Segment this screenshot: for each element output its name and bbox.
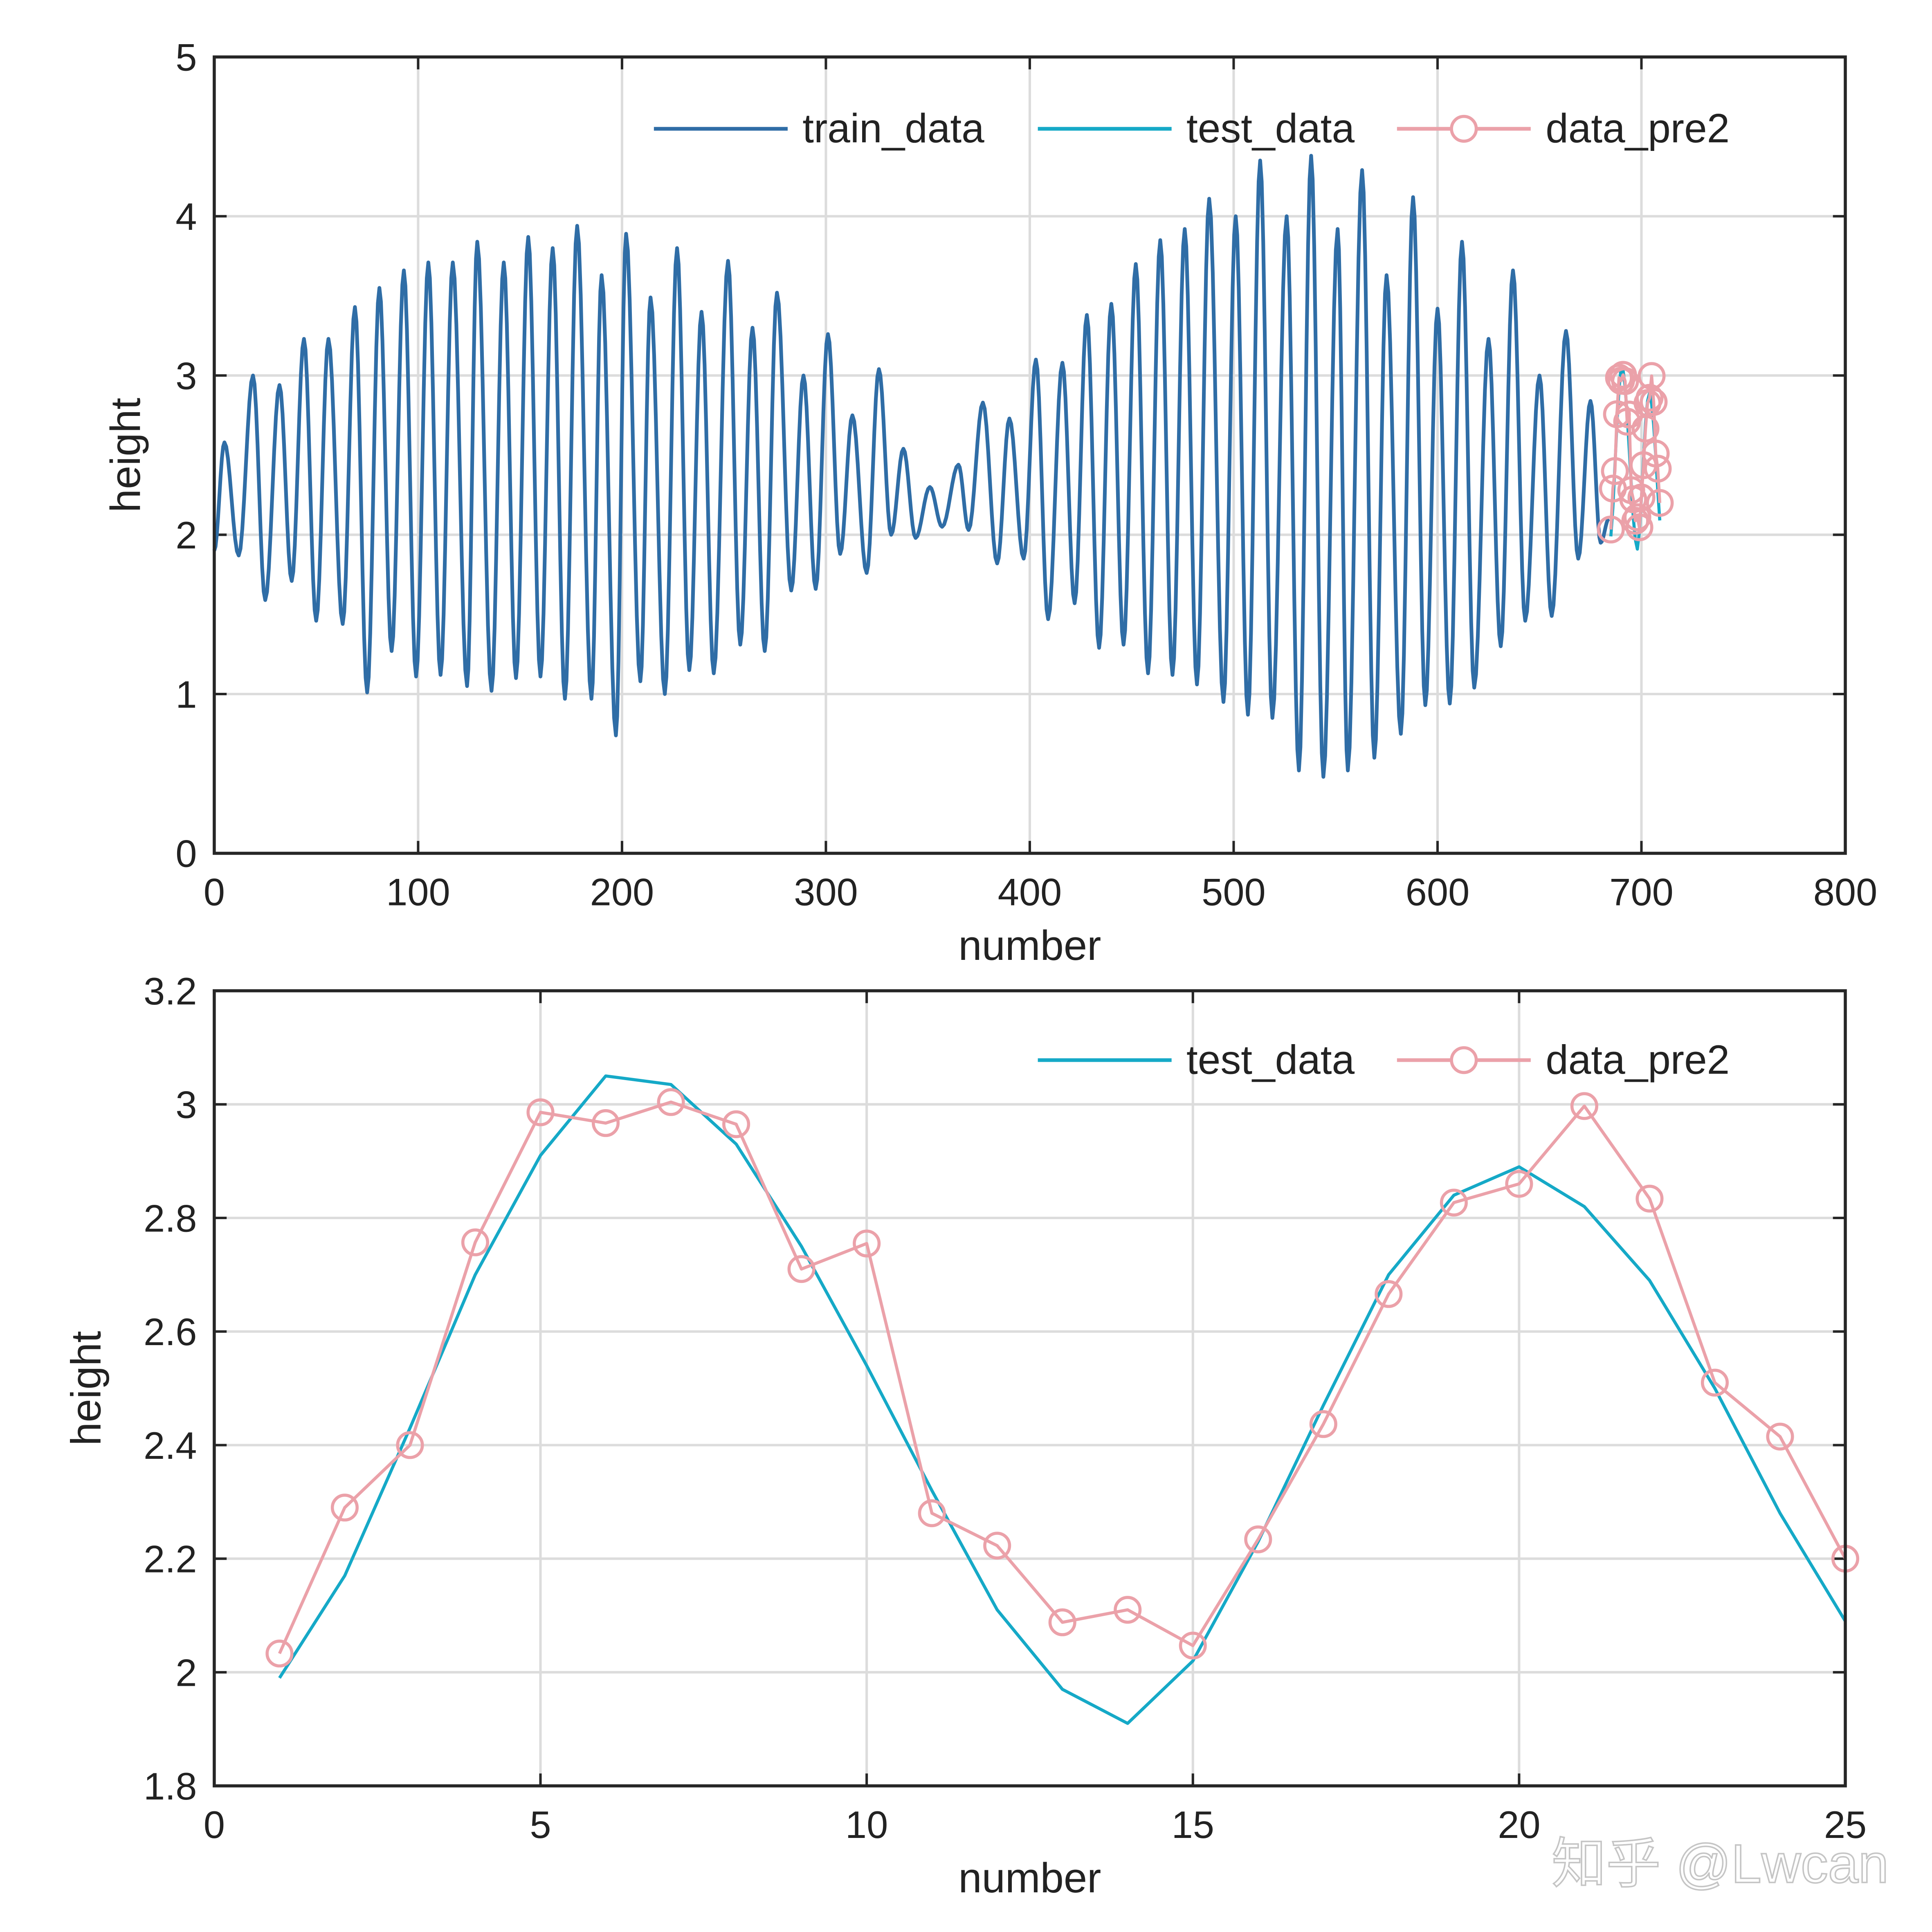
data-pre2-marker (1635, 384, 1664, 412)
x-tick-label: 500 (1202, 871, 1266, 914)
data-pre2-marker (1640, 388, 1668, 416)
y-tick-label: 3.2 (144, 970, 197, 1013)
x-tick-label: 100 (386, 871, 450, 914)
x-tick-label: 25 (1824, 1803, 1867, 1846)
data-pre2-marker (1611, 367, 1639, 395)
data-pre2-marker (1244, 1525, 1272, 1554)
y-tick-label: 0 (175, 832, 197, 875)
data-pre2-marker (853, 1229, 881, 1258)
x-axis-label: number (958, 1854, 1101, 1901)
x-tick-label: 300 (794, 871, 858, 914)
data-pre2-line (278, 1100, 1847, 1654)
data-pre2-marker (1570, 1092, 1598, 1120)
data-pre2-marker (1114, 1596, 1142, 1624)
legend-marker (1450, 1046, 1478, 1074)
legend-label: data_pre2 (1546, 1037, 1730, 1083)
plot-frame (213, 989, 1847, 1788)
legend-label: test_data (1186, 106, 1355, 151)
data-pre2-marker (983, 1532, 1011, 1560)
test-data-line (278, 1074, 1847, 1725)
top-chart: 0 100 200 300 400 500 600 700 800 0 1 2 3 4 5 number hei… (102, 36, 1877, 969)
x-tick-label: 0 (204, 871, 225, 914)
data-pre2-marker (1766, 1422, 1794, 1451)
y-tick-label: 2 (175, 1651, 197, 1694)
y-tick-label: 1.8 (144, 1765, 197, 1808)
data-pre2-marker (1179, 1631, 1207, 1660)
y-axis-label: height (102, 398, 149, 512)
legend-label: train_data (802, 106, 984, 151)
legend-item-data-pre2: data_pre2 (1397, 1037, 1730, 1083)
y-tick-label: 1 (175, 673, 197, 716)
x-tick-label: 700 (1609, 871, 1674, 914)
y-tick-label: 4 (175, 195, 197, 238)
x-tick-label: 400 (998, 871, 1062, 914)
legend-item-test-data: test_data (1038, 106, 1355, 151)
data-pre2-marker (1635, 1184, 1664, 1213)
x-tick-label: 20 (1498, 1803, 1540, 1846)
data-pre2-marker (722, 1110, 750, 1138)
x-tick-label: 600 (1406, 871, 1470, 914)
x-tick-label: 10 (845, 1803, 888, 1846)
x-tick-label: 800 (1813, 871, 1878, 914)
data-pre2-marker (461, 1228, 490, 1256)
x-tick-label: 5 (530, 1803, 551, 1846)
legend-label: data_pre2 (1546, 106, 1730, 151)
y-tick-label: 5 (175, 36, 197, 79)
data-pre2-marker (1623, 503, 1651, 531)
y-tick-label: 2.8 (144, 1197, 197, 1240)
plot-frame (213, 55, 1847, 855)
data-pre2-marker (265, 1640, 294, 1668)
x-tick-label: 0 (204, 1803, 225, 1846)
data-pre2-marker (1440, 1188, 1468, 1217)
x-axis-label: number (958, 922, 1101, 969)
legend-marker (1450, 115, 1478, 143)
y-tick-label: 2 (175, 514, 197, 557)
data-pre2-marker (1505, 1170, 1533, 1198)
data-pre2-marker (591, 1109, 620, 1137)
y-tick-label: 3 (175, 354, 197, 397)
data-pre2-marker (1048, 1608, 1076, 1636)
y-tick-label: 2.2 (144, 1538, 197, 1581)
train-data-line (212, 154, 1610, 779)
legend-label: test_data (1186, 1037, 1355, 1083)
data-pre2-marker (1642, 439, 1670, 468)
data-pre2-marker (1601, 457, 1629, 485)
y-axis-label: height (62, 1331, 109, 1445)
data-pre2-marker (657, 1088, 685, 1116)
y-tick-label: 2.4 (144, 1424, 197, 1467)
x-tick-label: 200 (590, 871, 654, 914)
data-pre2-marker (787, 1255, 815, 1283)
data-pre2-marker (526, 1098, 555, 1126)
y-tick-label: 3 (175, 1083, 197, 1126)
data-pre2-marker (396, 1431, 424, 1459)
data-pre2-marker (1627, 483, 1656, 512)
legend-item-train-data: train_data (654, 106, 984, 151)
legend-item-test-data: test_data (1038, 1037, 1355, 1083)
data-pre2-line (1609, 373, 1662, 530)
data-pre2-marker (1646, 489, 1674, 517)
bottom-chart: 0 5 10 15 20 25 1.8 2 2.2 2.4 2.6 2.8 3 3.2 number heig… (62, 970, 1867, 1901)
data-pre2-marker (1644, 454, 1672, 483)
data-pre2-marker (1597, 515, 1625, 544)
watermark: 知乎 @Lwcan (1552, 1833, 1889, 1894)
data-pre2-marker (1701, 1368, 1729, 1397)
data-pre2-marker (1375, 1280, 1403, 1308)
x-tick-label: 15 (1172, 1803, 1214, 1846)
data-pre2-marker (918, 1499, 946, 1528)
legend-item-data-pre2: data_pre2 (1397, 106, 1730, 151)
y-tick-label: 2.6 (144, 1310, 197, 1353)
data-pre2-marker (1625, 513, 1653, 541)
data-pre2-marker (330, 1494, 359, 1522)
data-pre2-marker (1309, 1410, 1337, 1438)
